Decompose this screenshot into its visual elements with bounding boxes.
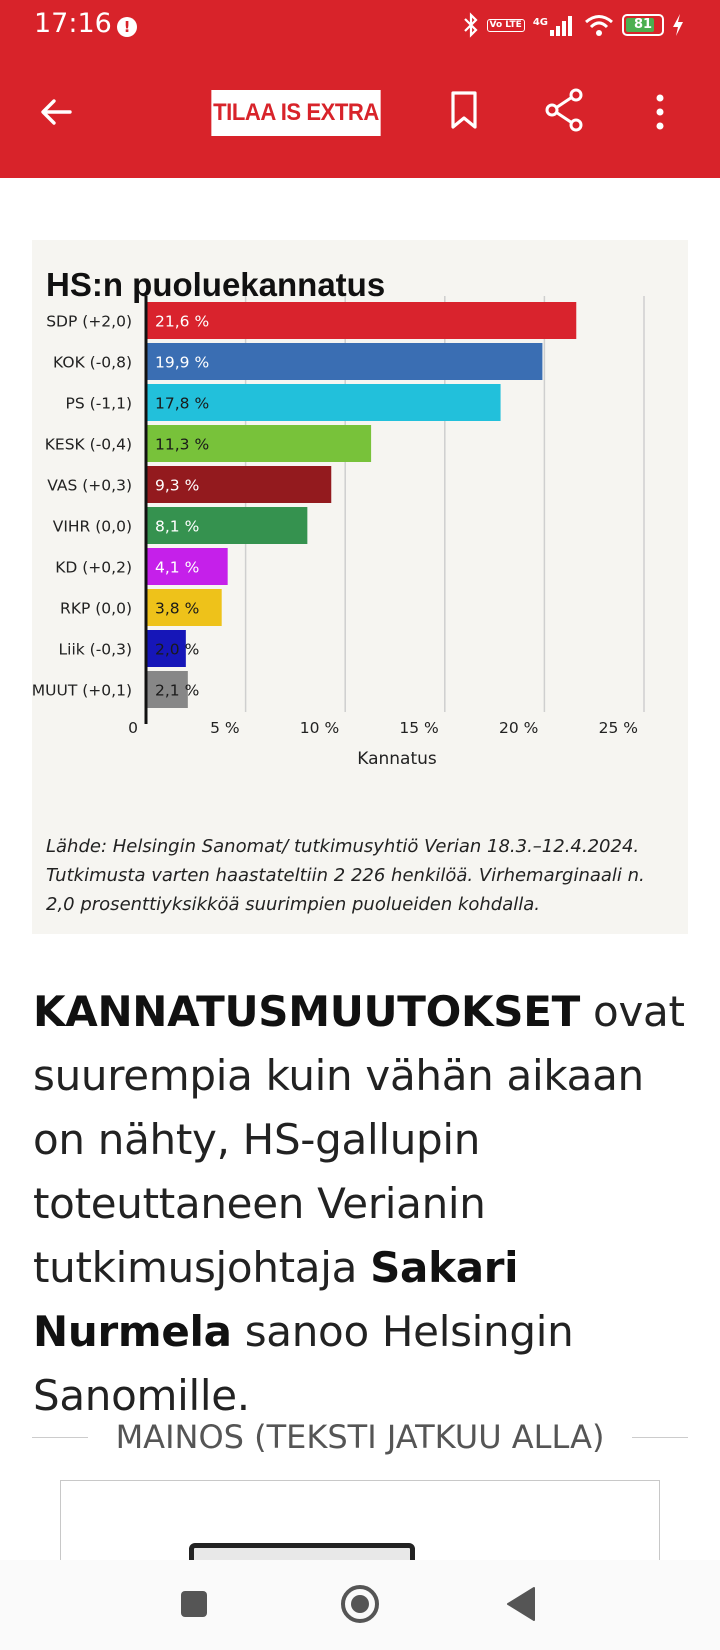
bar-label-4: 9,3 % <box>155 477 199 495</box>
bar-0 <box>147 302 577 339</box>
tick-label-1: 5 % <box>210 719 240 737</box>
tick-label-2: 10 % <box>300 719 339 737</box>
category-label-3: KESK (-0,4) <box>45 436 132 454</box>
ad-divider-line-left <box>32 1437 88 1438</box>
article-text-part1: ovat suurempia kuin vähän aikaan on näht… <box>33 987 685 1292</box>
ad-container[interactable] <box>60 1480 660 1560</box>
more-options-button[interactable] <box>652 90 668 134</box>
bar-label-9: 2,1 % <box>155 682 199 700</box>
bar-3 <box>147 425 372 462</box>
tick-label-0: 0 <box>128 719 138 737</box>
battery-fill <box>626 18 654 32</box>
recents-button[interactable] <box>172 1582 216 1626</box>
signal-icon: 4G <box>533 14 576 36</box>
share-button[interactable] <box>544 88 584 132</box>
chart-card: HS:n puoluekannatus 21,6 % SDP (+2,0) 19,9… <box>32 240 688 934</box>
category-label-5: VIHR (0,0) <box>53 518 132 536</box>
bar-8 <box>147 630 186 667</box>
ad-divider: MAINOS (TEKSTI JATKUU ALLA) <box>32 1418 688 1458</box>
chart-source-note: Lähde: Helsingin Sanomat/ tutkimusyhtiö … <box>46 836 645 915</box>
more-vertical-icon <box>656 94 664 130</box>
wifi-icon <box>585 15 613 36</box>
bar-4 <box>147 466 332 503</box>
bar-9 <box>147 671 188 708</box>
subscribe-button[interactable]: TILAA IS EXTRA <box>211 90 381 136</box>
bookmark-icon <box>451 91 477 129</box>
category-label-0: SDP (+2,0) <box>46 313 132 331</box>
exclamation-icon: ! <box>117 17 137 37</box>
triangle-back-icon <box>507 1587 535 1621</box>
ad-image <box>189 1543 415 1560</box>
network-type-label: 4G <box>532 17 548 28</box>
ad-divider-line-right <box>632 1437 688 1438</box>
home-button[interactable] <box>338 1582 382 1626</box>
ad-label: MAINOS (TEKSTI JATKUU ALLA) <box>105 1418 615 1456</box>
bar-label-6: 4,1 % <box>155 559 199 577</box>
tick-label-5: 25 % <box>599 719 638 737</box>
bar-6 <box>147 548 228 585</box>
volte-icon: Vo LTE <box>486 18 525 32</box>
category-label-6: KD (+0,2) <box>55 559 132 577</box>
tick-label-3: 15 % <box>399 719 438 737</box>
system-nav-bar <box>0 1560 720 1650</box>
share-icon <box>545 88 583 132</box>
square-icon <box>181 1591 207 1617</box>
category-label-1: KOK (-0,8) <box>53 354 132 372</box>
bar-label-8: 2,0 % <box>155 641 199 659</box>
category-label-9: MUUT (+0,1) <box>32 682 132 700</box>
x-axis-label: Kannatus <box>357 749 437 769</box>
bar-label-3: 11,3 % <box>155 436 209 454</box>
party-support-chart: 21,6 % SDP (+2,0) 19,9 % KOK (-0,8) 17,8 % PS… <box>32 296 645 769</box>
app-bar: TILAA IS EXTRA <box>0 52 720 178</box>
arrow-left-icon <box>41 99 72 125</box>
category-label-4: VAS (+0,3) <box>47 477 132 495</box>
bar-7 <box>147 589 222 626</box>
chart-title: HS:n puoluekannatus <box>46 266 386 303</box>
bar-5 <box>147 507 308 544</box>
bar-2 <box>147 384 501 421</box>
bar-label-5: 8,1 % <box>155 518 199 536</box>
circle-home-icon <box>341 1585 379 1623</box>
bar-label-0: 21,6 % <box>155 313 209 331</box>
article-lead-bold: KANNATUSMUUTOKSET <box>33 987 580 1036</box>
status-time: 17:16 <box>34 8 112 39</box>
bookmark-button[interactable] <box>448 90 480 130</box>
article-name-bold: Sakari Nurmela <box>33 1243 519 1356</box>
tick-label-4: 20 % <box>499 719 538 737</box>
status-icons: Vo LTE 4G 81 <box>463 12 685 38</box>
charging-icon <box>673 14 683 36</box>
category-label-2: PS (-1,1) <box>66 395 132 413</box>
battery-level: 81 <box>633 17 653 32</box>
bar-label-1: 19,9 % <box>155 354 209 372</box>
bar-label-7: 3,8 % <box>155 600 199 618</box>
back-button[interactable] <box>36 92 76 132</box>
category-label-7: RKP (0,0) <box>60 600 132 618</box>
bluetooth-icon <box>463 12 478 38</box>
back-nav-button[interactable] <box>500 1582 544 1626</box>
battery-icon: 81 <box>622 14 664 36</box>
bar-1 <box>147 343 543 380</box>
category-label-8: Liik (-0,3) <box>59 641 133 659</box>
bar-label-2: 17,8 % <box>155 395 209 413</box>
article-text-part2: sanoo Helsingin Sanomille. <box>33 1307 574 1420</box>
article-paragraph: KANNATUSMUUTOKSET ovat suurempia kuin vä… <box>33 980 693 1428</box>
status-bar: 17:16 ! Vo LTE 4G 81 <box>0 0 720 52</box>
